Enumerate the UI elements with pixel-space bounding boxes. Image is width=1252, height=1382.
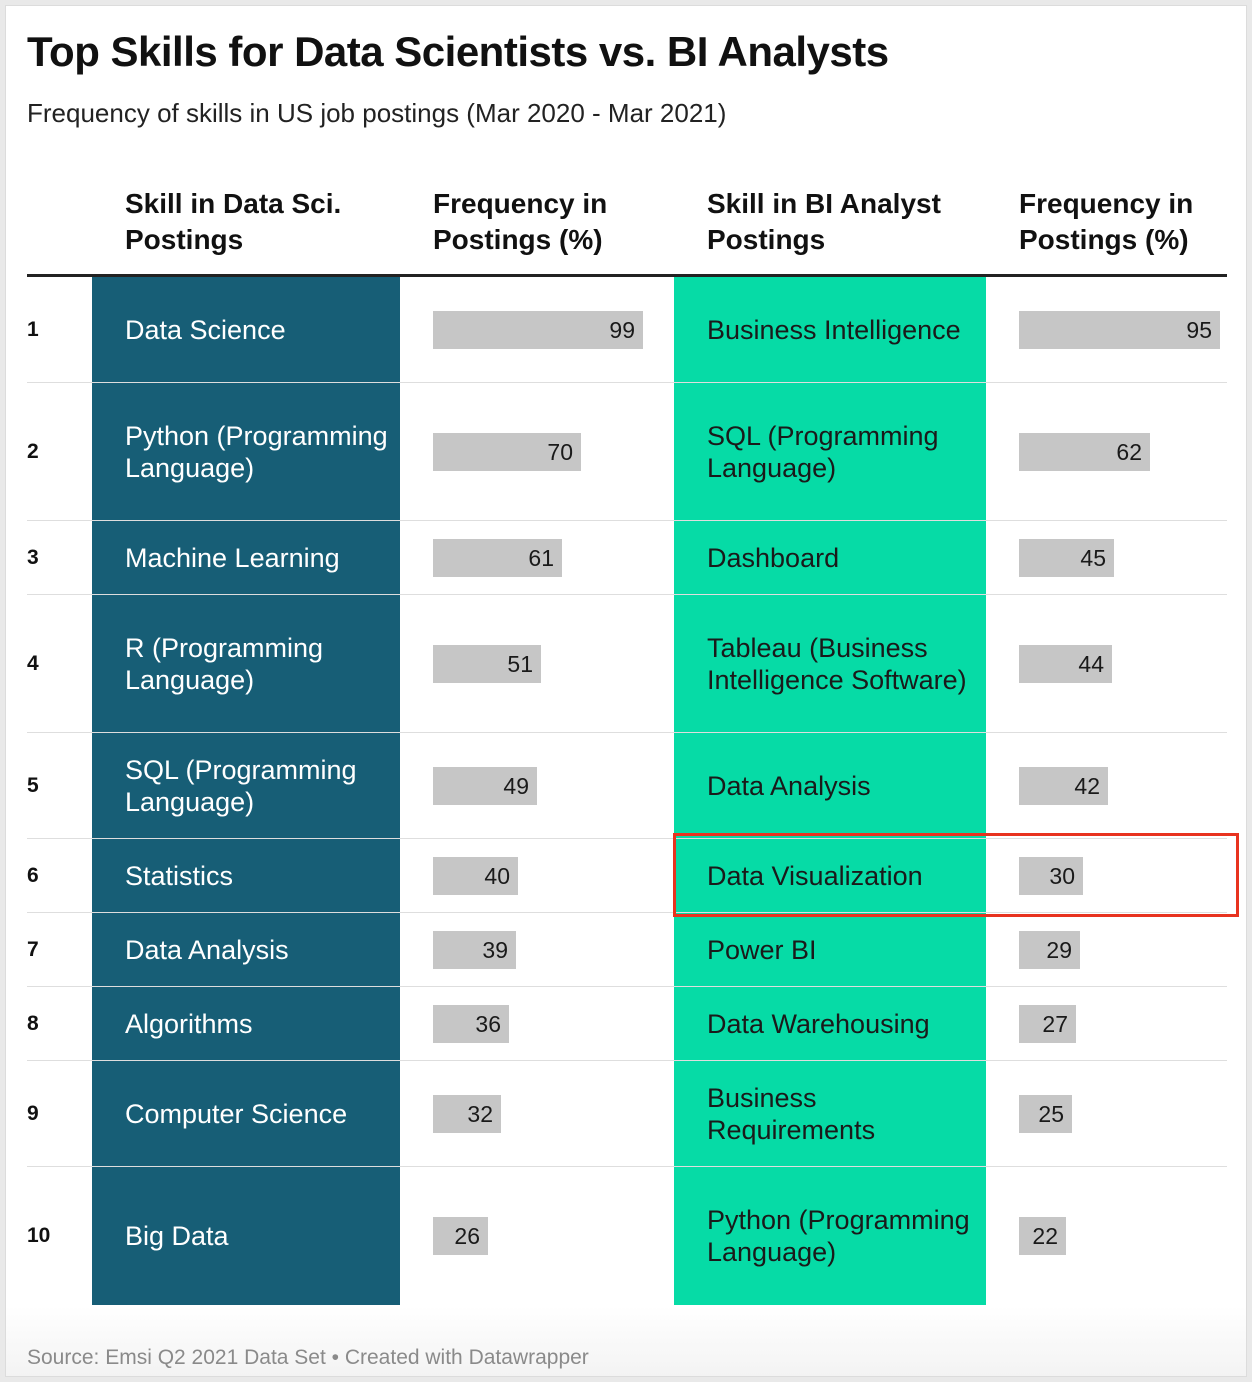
rank-label: 10 [27,1224,51,1247]
ds-skill-label: Computer Science [125,1099,348,1129]
ds-skill-label: R (Programming Language) [125,633,324,695]
bi-skill-label: Dashboard [707,543,840,573]
rank-label: 7 [27,938,39,961]
ds-frequency-bar: 51 [433,645,541,683]
row-divider [27,594,1227,595]
bi-skill-label: Data Visualization [707,861,923,891]
bi-frequency-bar: 22 [1019,1217,1066,1255]
ds-skill-label: Big Data [125,1221,229,1251]
ds-frequency-bar: 99 [433,311,643,349]
rank-label: 9 [27,1102,39,1125]
bi-skill-label: Power BI [707,935,817,965]
bi-frequency-bar: 25 [1019,1095,1072,1133]
ds-skill-label: Data Science [125,315,286,345]
bi-frequency-bar: 30 [1019,857,1083,895]
rank-label: 1 [27,318,39,341]
row-divider [27,986,1227,987]
ds-frequency-bar: 40 [433,857,518,895]
highlight-box [673,833,1239,917]
row-divider [27,732,1227,733]
bi-frequency-bar: 95 [1019,311,1220,349]
header-ds-frequency: Frequency in Postings (%) [433,188,608,255]
bi-skill-label: Business Requirements [707,1083,876,1145]
bi-frequency-bar: 42 [1019,767,1108,805]
ds-frequency-bar: 70 [433,433,581,471]
bi-frequency-bar: 45 [1019,539,1114,577]
ds-frequency-bar: 39 [433,931,516,969]
rank-label: 3 [27,546,39,569]
rank-label: 8 [27,1012,39,1035]
chart-card: Top Skills for Data Scientists vs. BI An… [5,5,1247,1377]
ds-skill-label: Machine Learning [125,543,340,573]
ds-frequency-bar: 32 [433,1095,501,1133]
bi-frequency-bar: 29 [1019,931,1080,969]
row-divider [27,1166,1227,1167]
row-divider [27,1060,1227,1061]
rank-label: 6 [27,864,39,887]
ds-frequency-bar: 49 [433,767,537,805]
row-divider [27,912,1227,913]
header-bi-frequency: Frequency in Postings (%) [1019,188,1194,255]
bi-frequency-bar: 62 [1019,433,1150,471]
ds-skill-label: Python (Programming Language) [125,421,388,483]
ds-frequency-bar: 26 [433,1217,488,1255]
bi-skill-label: Tableau (Business Intelligence Software) [707,633,967,695]
row-divider [27,382,1227,383]
rank-label: 5 [27,774,39,797]
bi-frequency-bar: 27 [1019,1005,1076,1043]
header-rule [27,274,1227,277]
chart-title: Top Skills for Data Scientists vs. BI An… [27,28,889,75]
ds-skill-label: Algorithms [125,1009,253,1039]
bi-skill-label: SQL (Programming Language) [707,421,939,483]
ds-skill-column-background [92,277,400,1305]
bi-skill-label: Business Intelligence [707,315,961,345]
bi-frequency-bar: 44 [1019,645,1112,683]
rank-label: 4 [27,652,39,675]
source-note: Source: Emsi Q2 2021 Data Set • Created … [27,1346,589,1369]
row-divider [27,838,1227,839]
bi-skill-label: Data Analysis [707,771,871,801]
bi-skill-label: Python (Programming Language) [707,1205,970,1267]
ds-skill-label: SQL (Programming Language) [125,755,357,817]
header-ds-skill: Skill in Data Sci. Postings [125,188,342,255]
footer-background [6,1306,1246,1376]
bi-skill-label: Data Warehousing [707,1009,930,1039]
chart-subtitle: Frequency of skills in US job postings (… [27,98,727,128]
ds-skill-label: Statistics [125,861,234,891]
row-divider [27,520,1227,521]
ds-frequency-bar: 61 [433,539,562,577]
bi-skill-column-background [674,277,986,1305]
ds-frequency-bar: 36 [433,1005,509,1043]
header-bi-skill: Skill in BI Analyst Postings [707,188,941,255]
ds-skill-label: Data Analysis [125,935,289,965]
rank-label: 2 [27,440,39,463]
